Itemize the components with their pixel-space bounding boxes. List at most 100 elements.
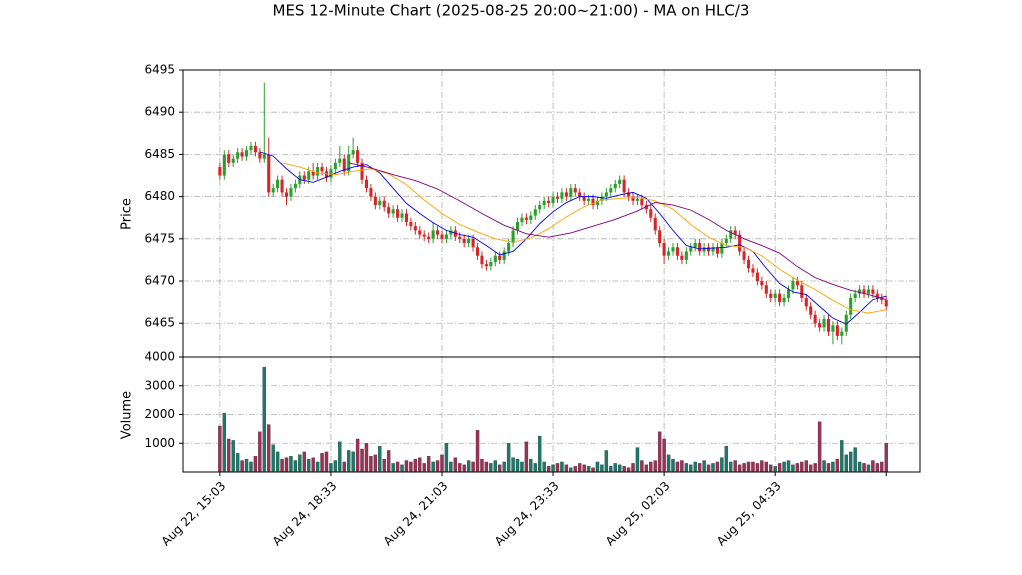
candle-body [840,331,844,336]
candle-body [338,158,342,163]
candle-body [698,243,702,252]
volume-bar [378,445,382,473]
volume-bar [262,366,267,473]
volume-bar [280,458,284,473]
candle-body [329,169,333,178]
candle-body [449,230,453,235]
volume-bar [755,463,760,473]
x-tick-label: Aug 25, 04:33 [714,479,784,549]
candle-body [791,281,795,290]
candle-body [578,192,582,197]
candle-body [542,200,546,206]
candle-body [613,183,617,189]
volume-bar [649,461,653,473]
volume-bar [413,458,418,473]
x-tick-label: Aug 24, 18:33 [270,479,340,549]
volume-bar [875,463,880,473]
volume-bar [466,460,471,473]
volume-tick-label: 4000 [144,350,175,364]
candle-body [249,145,253,151]
volume-bar [315,461,320,473]
moving-average [281,162,887,314]
volume-bar [546,466,551,473]
candle-body [706,247,711,252]
candle-body [289,188,293,197]
volume-bar [449,461,453,473]
candle-body [413,226,417,231]
volume-bar [809,464,813,473]
x-tick-label: Aug 22, 15:03 [159,479,229,549]
candle-body [462,238,466,244]
volume-bar [711,463,715,473]
volume-bar [626,467,631,473]
candle-body [822,319,826,328]
candle-body [760,281,764,286]
volume-bar [493,460,498,473]
x-tick-label: Aug 25, 02:03 [603,479,673,549]
candle-body [284,192,289,197]
candle-body [595,200,600,206]
volume-bar [635,447,640,473]
candle-body [627,192,631,197]
candle-body [258,152,262,159]
candle-body [769,293,773,298]
candle-body [227,154,231,163]
candle-body [524,217,528,220]
volume-bar [769,464,773,473]
candle-body [795,281,799,286]
volume-bar [689,464,693,473]
volume-bar [258,431,262,473]
volume-bar [786,460,791,473]
candle-body [564,192,568,197]
candle-body [480,255,484,265]
volume-bar [475,430,480,473]
volume-bar [329,463,333,473]
candle-body [276,179,280,189]
candle-body [316,167,320,176]
candle-body [440,234,444,239]
volume-bar [560,461,564,473]
candle-body [738,234,742,252]
candle-body [293,183,297,189]
volume-bar [564,464,569,473]
candle-body [862,289,866,294]
volume-bar [453,457,458,473]
volume-bar [715,461,720,473]
volume-bar [404,460,409,473]
candle-body [684,251,688,260]
volume-bar [320,453,324,473]
candle-body [662,243,666,256]
volume-bar [693,461,697,473]
chart-title: MES 12-Minute Chart (2025-08-25 20:00~21… [273,2,750,20]
candle-body [364,179,369,189]
candle-body [471,238,475,248]
volume-bar [662,438,666,473]
candle-body [489,262,493,267]
volume-bar [538,435,542,473]
volume-bar [817,421,822,473]
candle-body [653,217,657,231]
volume-bar [333,460,338,473]
volume-bar [586,466,591,473]
candle-body [742,251,746,260]
volume-bar [302,451,306,473]
candle-body [680,255,684,260]
volume-bar [533,463,537,473]
volume-bar [240,460,244,473]
volume-bar [578,463,582,473]
candle-body [773,293,777,298]
volume-bar [515,458,520,473]
candle-body [351,150,355,155]
candle-body [755,272,759,282]
candle-body [373,196,377,206]
volume-bar [866,464,871,473]
candle-body [671,247,675,252]
candle-body [871,289,875,294]
candle-body [729,230,733,239]
candle-body [711,247,715,252]
volume-bar [751,461,755,473]
candle-body [391,209,395,214]
volume-bar [631,463,635,473]
volume-bar [724,445,729,473]
candle-body [844,314,848,332]
